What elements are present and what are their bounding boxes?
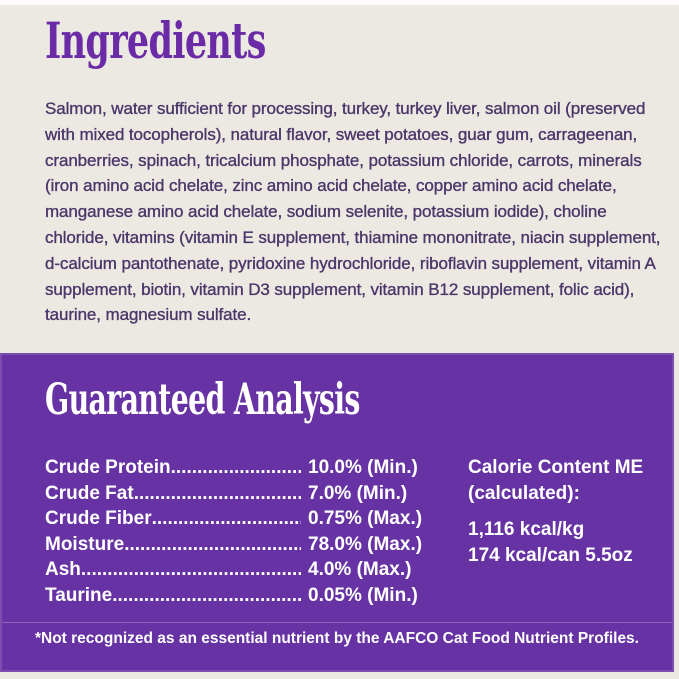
calorie-content-values: 1,116 kcal/kg 174 kcal/can 5.5oz <box>468 517 668 568</box>
guaranteed-analysis-title: Guaranteed Analysis <box>45 375 360 425</box>
row-lead: Taurine ................................… <box>45 583 301 609</box>
nutrient-label: Crude Protein <box>45 457 171 478</box>
analysis-row-crude-fiber: Crude Fiber ............................… <box>45 506 437 532</box>
analysis-table: Crude Protein ..........................… <box>45 455 437 609</box>
analysis-row-moisture: Moisture ...............................… <box>45 532 437 558</box>
top-edge-strip <box>0 0 679 5</box>
nutrient-label: Crude Fat <box>45 482 134 504</box>
leader-dots: ........................................… <box>112 584 301 606</box>
nutrient-label: Crude Fiber <box>45 508 152 530</box>
calorie-content-heading: Calorie Content ME (calculated): <box>468 457 644 504</box>
nutrient-label: Taurine <box>45 584 113 606</box>
analysis-row-crude-fat: Crude Fat ..............................… <box>45 481 437 507</box>
leader-dots: ........................................… <box>124 533 301 555</box>
calorie-kcal-per-can: 174 kcal/can 5.5oz <box>468 544 633 566</box>
ingredients-text: Salmon, water sufficient for processing,… <box>45 99 666 325</box>
footnote-divider <box>2 622 672 623</box>
analysis-row-ash: Ash ....................................… <box>45 557 437 583</box>
nutrient-label: Moisture <box>45 533 125 555</box>
calorie-kcal-per-kg: 1,116 kcal/kg <box>468 519 585 541</box>
nutrient-value: 10.0% (Min.) <box>308 457 418 478</box>
row-lead: Crude Fat ..............................… <box>45 481 301 507</box>
ingredients-title: Ingredients <box>45 11 266 70</box>
calorie-content-block: Calorie Content ME (calculated): 1,116 k… <box>468 455 668 568</box>
aafco-footnote: *Not recognized as an essential nutrient… <box>34 630 639 647</box>
row-lead: Ash ....................................… <box>45 557 301 583</box>
nutrient-value: 4.0% (Max.) <box>308 559 412 581</box>
nutrient-value: 78.0% (Max.) <box>308 533 423 555</box>
row-lead: Moisture ...............................… <box>45 532 301 558</box>
leader-dots: ........................................… <box>80 559 301 581</box>
leader-dots: ........................................… <box>170 457 301 478</box>
row-lead: Crude Protein ..........................… <box>45 455 301 481</box>
analysis-row-crude-protein: Crude Protein ..........................… <box>45 455 437 481</box>
nutrient-value: 0.05% (Min.) <box>308 584 418 606</box>
analysis-row-taurine: Taurine ................................… <box>45 583 437 609</box>
leader-dots: ........................................… <box>133 482 301 504</box>
nutrient-value: 0.75% (Max.) <box>308 508 423 530</box>
leader-dots: ........................................… <box>151 508 301 530</box>
row-lead: Crude Fiber ............................… <box>45 506 301 532</box>
guaranteed-analysis-panel: Guaranteed Analysis Crude Protein ......… <box>0 353 674 672</box>
nutrient-label: Ash <box>45 559 81 581</box>
nutrient-value: 7.0% (Min.) <box>308 482 408 504</box>
